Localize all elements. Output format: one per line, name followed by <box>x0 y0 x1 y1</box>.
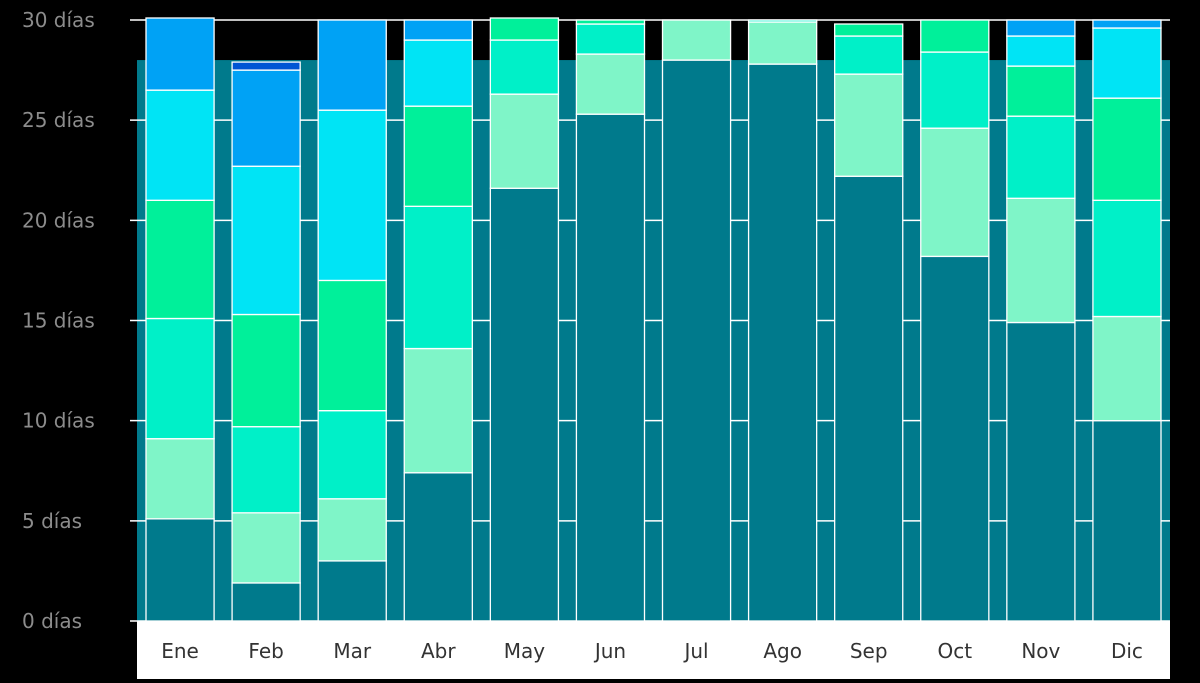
bar-segment <box>661 19 732 61</box>
bar-segment <box>1006 115 1076 199</box>
bar-segment <box>920 255 990 622</box>
y-tick-label: 30 días <box>22 8 95 32</box>
bar-segment <box>1092 97 1162 201</box>
x-tick-label: Mar <box>333 639 372 663</box>
bar-segment <box>231 313 301 428</box>
bar-segment <box>575 23 646 55</box>
bar-segment <box>317 279 387 412</box>
bar-segment <box>403 205 473 350</box>
bar-segment <box>1092 19 1162 29</box>
bar-segment <box>747 63 818 622</box>
bar-segment <box>747 21 818 65</box>
bar-segment <box>1092 27 1162 99</box>
bar-segment <box>317 409 387 500</box>
x-tick-label: Oct <box>937 639 972 663</box>
y-axis: 0 días 5 días 10 días 15 días 20 días 25 días… <box>22 8 95 633</box>
bar-segment <box>317 560 387 622</box>
bar-segment <box>317 19 387 111</box>
bar-segment <box>920 51 990 129</box>
bar-segment <box>145 518 215 622</box>
bar-segment <box>231 69 301 167</box>
bar-segment <box>403 347 473 474</box>
bar-segment <box>1092 199 1162 318</box>
bar-segment <box>489 39 560 95</box>
bar-segment <box>317 109 387 282</box>
bar-segment <box>231 512 301 584</box>
bar-segment <box>145 317 215 440</box>
y-tick-label: 0 días <box>22 609 82 633</box>
bar-segment <box>231 165 301 316</box>
bar-segment <box>747 19 818 23</box>
x-tick-label: Nov <box>1021 639 1060 663</box>
bar-segment <box>403 39 473 107</box>
reference-band-rect <box>137 60 1170 622</box>
bar-segment <box>1092 315 1162 422</box>
x-axis-label-area <box>137 621 1170 679</box>
bar-segment <box>1006 35 1076 67</box>
bar-segment <box>1006 65 1076 117</box>
bar-segment <box>1006 321 1076 622</box>
bar-segment <box>575 113 646 622</box>
x-tick-label: Ene <box>161 639 199 663</box>
bar-segment <box>489 17 560 41</box>
x-tick-label: Dic <box>1111 639 1143 663</box>
bar-segment <box>575 19 646 25</box>
bar-segment <box>145 17 215 91</box>
bar-segment <box>145 438 215 520</box>
x-tick-label: Sep <box>850 639 888 663</box>
bar-segment <box>489 187 560 622</box>
bar-segment <box>403 472 473 622</box>
bar-segment <box>834 73 904 177</box>
x-tick-label: Feb <box>248 639 283 663</box>
y-tick-label: 15 días <box>22 309 95 333</box>
bar-segment <box>661 59 732 622</box>
bar-segment <box>489 93 560 189</box>
bar-segment <box>231 61 301 71</box>
bar-segment <box>317 498 387 562</box>
bar-segment <box>575 53 646 115</box>
bar-segment <box>145 89 215 201</box>
bar-segment <box>920 127 990 258</box>
bar-segment <box>403 19 473 41</box>
x-tick-label: May <box>504 639 546 663</box>
x-tick-label: Ago <box>763 639 802 663</box>
reference-band <box>137 60 1170 622</box>
bar-segment <box>834 23 904 37</box>
x-tick-label: Jun <box>593 639 626 663</box>
bar-segment <box>920 19 990 53</box>
bar-segment <box>231 426 301 514</box>
y-tick-label: 25 días <box>22 108 95 132</box>
bar-segment <box>834 35 904 75</box>
bar-segment <box>1092 420 1162 622</box>
bar-segment <box>145 199 215 320</box>
x-tick-label: Abr <box>421 639 456 663</box>
bar-segment <box>1006 197 1076 324</box>
bar-segment <box>1006 19 1076 37</box>
x-tick-label: Jul <box>682 639 708 663</box>
bar-segment <box>403 105 473 207</box>
bar-segment <box>834 175 904 622</box>
bar-segment <box>231 582 301 622</box>
bars <box>145 17 1162 622</box>
y-tick-label: 20 días <box>22 208 95 232</box>
y-tick-label: 5 días <box>22 509 82 533</box>
y-tick-label: 10 días <box>22 409 95 433</box>
x-axis: Ene Feb Mar Abr May Jun Jul Ago Sep Oct Nov Dic <box>137 621 1170 679</box>
